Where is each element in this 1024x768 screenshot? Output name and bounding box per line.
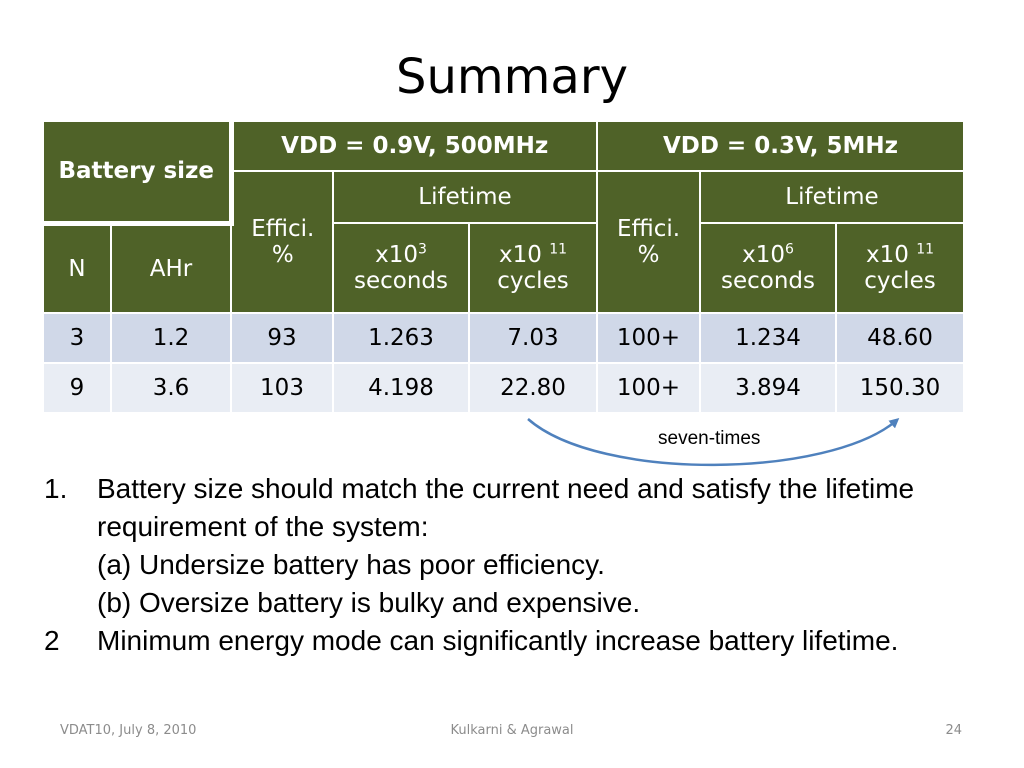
list-subitem: (a) Undersize battery has poor efficienc… <box>97 549 605 580</box>
table-cell: 9 <box>42 362 112 414</box>
header-row-1: Battery size VDD = 0.9V, 500MHz VDD = 0.… <box>42 120 965 226</box>
table-cell: 1.263 <box>332 312 470 364</box>
battery-size-header: Battery size <box>42 120 234 226</box>
lifetime-header-2: Lifetime <box>699 170 965 224</box>
efficiency-unit: % <box>637 242 660 268</box>
n-header: N <box>42 222 112 314</box>
table-row: 3 1.2 93 1.263 7.03 100+ 1.234 48.60 <box>42 312 965 364</box>
header-row-2: Effici. % Lifetime Effici. % Lifetime <box>43 170 965 314</box>
list-number: 1. <box>44 473 68 504</box>
list-item: 1. Battery size should match the current… <box>44 470 974 622</box>
bullet-list: 1. Battery size should match the current… <box>44 470 974 660</box>
table-cell: 100+ <box>596 312 701 364</box>
footer-authors: Kulkarni & Agrawal <box>450 723 574 738</box>
footer-date: VDAT10, July 8, 2010 <box>60 723 197 738</box>
unit-exponent: 6 <box>784 241 794 258</box>
cycles-header-1: x10 11 cycles <box>468 222 598 314</box>
table-cell: 100+ <box>596 362 701 414</box>
list-text: Minimum energy mode can significantly in… <box>97 625 899 656</box>
list-number: 2 <box>44 625 60 656</box>
unit-exponent: 11 <box>916 241 935 258</box>
unit-label: cycles <box>864 268 936 294</box>
table-cell: 150.30 <box>835 362 965 414</box>
table-cell: 3.894 <box>699 362 837 414</box>
efficiency-unit: % <box>271 242 294 268</box>
table-cell: 4.198 <box>332 362 470 414</box>
table-cell: 103 <box>230 362 334 414</box>
seven-times-label: seven-times <box>658 428 761 449</box>
lifetime-header-1: Lifetime <box>332 170 598 224</box>
list-text: Battery size should match the current ne… <box>97 473 915 542</box>
table-row: 9 3.6 103 4.198 22.80 100+ 3.894 150.30 <box>42 362 965 414</box>
table-cell: 22.80 <box>468 362 598 414</box>
seconds-header-1: x103 seconds <box>332 222 470 314</box>
table-cell: 48.60 <box>835 312 965 364</box>
unit-base: x10 <box>498 242 550 268</box>
unit-exponent: 11 <box>549 241 568 258</box>
vdd-03-header: VDD = 0.3V, 5MHz <box>596 120 965 172</box>
efficiency-label: Effici. <box>251 216 315 242</box>
table-cell: 3 <box>42 312 112 364</box>
ahr-header: AHr <box>110 222 232 314</box>
vdd-09-header: VDD = 0.9V, 500MHz <box>230 120 598 172</box>
efficiency-header-2: Effici. % <box>596 170 701 314</box>
unit-label: cycles <box>497 268 569 294</box>
unit-base: x10 <box>375 242 418 268</box>
table-cell: 1.234 <box>699 312 837 364</box>
unit-exponent: 3 <box>417 241 427 258</box>
unit-base: x10 <box>865 242 917 268</box>
table-cell: 3.6 <box>110 362 232 414</box>
summary-table: Battery size VDD = 0.9V, 500MHz VDD = 0.… <box>42 120 965 414</box>
unit-label: seconds <box>353 268 448 294</box>
cycles-header-2: x10 11 cycles <box>835 222 965 314</box>
slide-title: Summary <box>396 49 628 105</box>
table-cell: 1.2 <box>110 312 232 364</box>
header-row-3: N AHr x103 seconds x10 11 cycles x106 se… <box>42 222 965 314</box>
slide-number: 24 <box>945 723 962 738</box>
unit-base: x10 <box>742 242 785 268</box>
seconds-header-2: x106 seconds <box>699 222 837 314</box>
table-cell: 7.03 <box>468 312 598 364</box>
unit-label: seconds <box>720 268 815 294</box>
efficiency-header-1: Effici. % <box>230 170 334 314</box>
list-item: 2 Minimum energy mode can significantly … <box>44 622 974 660</box>
efficiency-label: Effici. <box>616 216 681 242</box>
table-cell: 93 <box>230 312 334 364</box>
list-subitem: (b) Oversize battery is bulky and expens… <box>97 587 641 618</box>
